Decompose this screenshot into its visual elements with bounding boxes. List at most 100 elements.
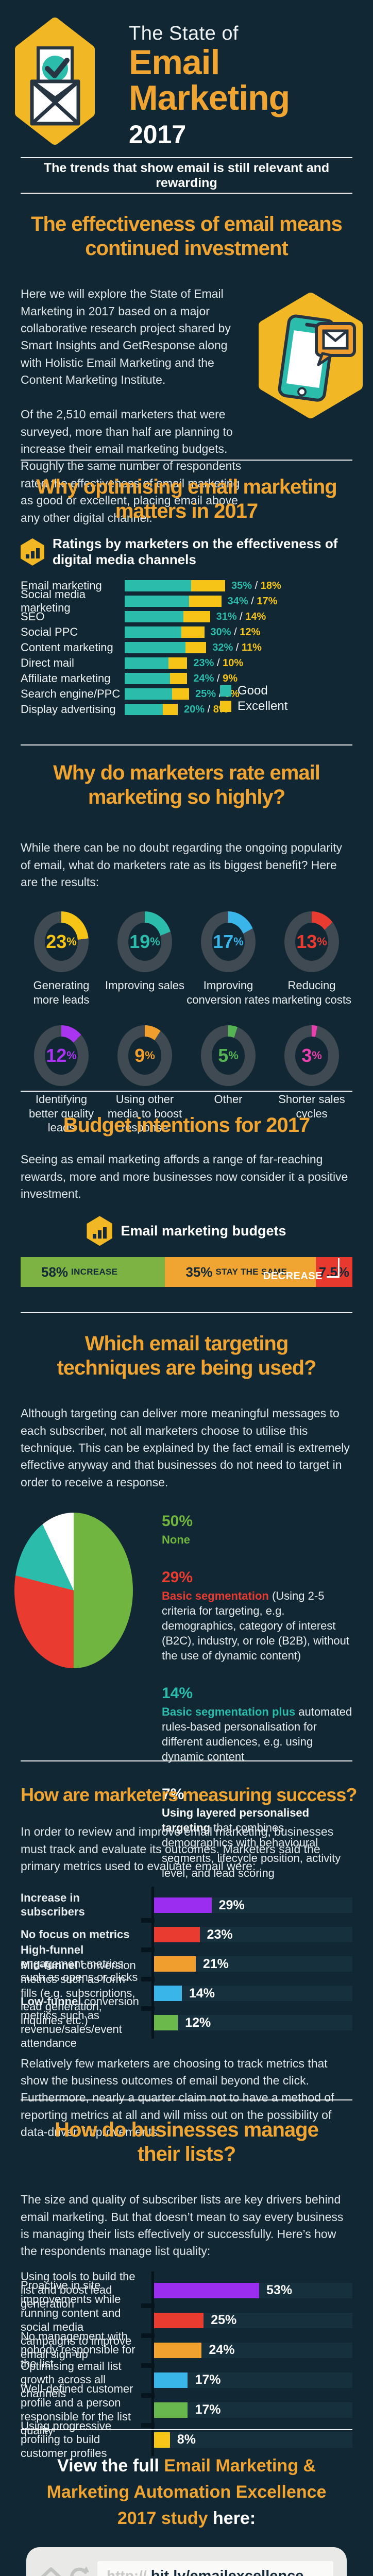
good-bar (125, 580, 191, 592)
chart-row-label: Mid-funnel conversion metrics such as fo… (21, 1958, 136, 2027)
ratings-row-values: 35% / 18% (231, 580, 281, 591)
ratings-row: Affiliate marketing 24% / 9% (21, 671, 352, 686)
donut-hole (128, 1037, 161, 1075)
chart-row-bar-zone: 29% (146, 1891, 352, 1920)
chart-row-label: No focus on metrics (21, 1927, 130, 1941)
budget-segment-pct: 35% (185, 1264, 213, 1280)
why-para: While there can be no doubt regarding th… (21, 841, 342, 889)
bar-track (154, 2015, 352, 2030)
success-footnote: Relatively few marketers are choosing to… (21, 2056, 334, 2139)
axis-tick (141, 1976, 155, 1981)
chart-row: Low-funnel conversion metrics such as re… (21, 1995, 352, 2049)
refresh-icon[interactable] (67, 2565, 90, 2576)
donut-value: 5% (218, 1045, 239, 1066)
section-heading: Why do marketers rate email marketing so… (53, 761, 320, 809)
ratings-row-values: 31% / 14% (216, 611, 266, 622)
donut-hole (212, 1037, 245, 1075)
ratings-row-bars (125, 704, 178, 716)
donut-label: Improving sales (105, 979, 185, 992)
chart-row-label: High-funnel engagement metrics such as o… (21, 1943, 138, 1984)
ratings-row-values: 24% / 9% (193, 672, 238, 684)
title-email: Email (129, 43, 220, 82)
bar (154, 2402, 188, 2418)
ratings-row-values: 30% / 12% (210, 626, 261, 638)
donut-label: Improving conversion rates (186, 979, 270, 1006)
ratings-legend: Good Excellent (220, 683, 287, 714)
ratings-row-bars (125, 642, 207, 654)
good-bar (125, 704, 163, 716)
excellent-bar (172, 688, 190, 700)
chart-row-bar-zone: 23% (146, 1920, 352, 1950)
phone-message-icon (253, 292, 368, 544)
ratings-row-label: Content marketing (21, 641, 113, 654)
pie-legend-item: 14% Basic segmentation plus automated rul… (162, 1685, 352, 1764)
ratings-row-label: Email marketing (21, 579, 102, 592)
bar-value: 14% (189, 1986, 215, 2001)
donut-label: Shorter sales cycles (278, 1093, 345, 1120)
legend-label: Excellent (238, 699, 288, 714)
browser-bar: http:// bit.ly/emailexcellence (26, 2547, 347, 2576)
budget-segment-pct: 58% (41, 1264, 69, 1280)
donut-value: 12% (46, 1045, 77, 1066)
chart-row-label: Increase in subscribers (21, 1891, 85, 1918)
pie-legend-pct: 50% (162, 1513, 193, 1530)
chart-row-label: Well-defined customer profile and a pers… (21, 2382, 133, 2437)
lists-para: The size and quality of subscriber lists… (21, 2193, 344, 2258)
bar-value: 12% (185, 2015, 211, 2030)
donut-chart: 19% (117, 911, 172, 973)
axis-tick (141, 1947, 155, 1952)
ratings-row-bars (125, 580, 226, 592)
header: The State of Email Marketing 2017 (0, 0, 373, 157)
axis-tick (141, 2422, 155, 2428)
legend-swatch (220, 701, 231, 713)
excellent-bar (168, 657, 188, 669)
section-lists: How do businesses manage their lists? Th… (0, 2100, 373, 2460)
excellent-bar (189, 596, 222, 607)
decrease-callout-line (338, 1258, 340, 1278)
chart-row-bar-zone: 53% (146, 2276, 352, 2306)
bar-value: 23% (207, 1927, 233, 1942)
ratings-row-label: SEO (21, 610, 45, 623)
title-prefix: The State of (129, 23, 239, 44)
url-input[interactable]: http:// bit.ly/emailexcellence (97, 2561, 333, 2576)
axis-tick (141, 1918, 155, 1923)
bar-value: 21% (202, 1956, 229, 1971)
chart-row: Proactive in site improvements while run… (21, 2279, 352, 2361)
cta-text: View the full Email Marketing & Marketin… (27, 2453, 346, 2532)
chart-row-bar-zone: 24% (146, 2335, 352, 2365)
home-icon[interactable] (40, 2565, 62, 2576)
lists-chart: Using tools to build the list and boost … (21, 2270, 352, 2460)
pie-legend-pct: 14% (162, 1685, 193, 1702)
decrease-label: DECREASE (263, 1270, 323, 1282)
good-bar (125, 657, 168, 669)
chart-row-bar-zone: 17% (146, 2395, 352, 2425)
ratings-row: Email marketing 35% / 18% (21, 578, 352, 594)
chart-row-label: Using tools to build the list and boost … (21, 2269, 135, 2311)
chart-row: Using tools to build the list and boost … (21, 2270, 352, 2310)
chart-row: Using progressive profiling to build cus… (21, 2419, 352, 2460)
section-heading: Why optimising email marketing matters i… (36, 476, 337, 523)
axis-tick (141, 2303, 155, 2308)
pie-legend-text: Basic segmentation (Using 2-5 criteria f… (162, 1589, 349, 1663)
section-heading: How are marketers measuring success? (21, 1784, 357, 1805)
pie-legend-text: None (162, 1533, 190, 1547)
targeting-pie-chart (14, 1513, 133, 1669)
donut-hole (128, 923, 161, 961)
bar-value: 17% (195, 2402, 221, 2417)
envelope-check-icon (14, 17, 95, 148)
bar-value: 29% (218, 1897, 245, 1912)
success-chart: Increase in subscribers 29% No focus on me… (21, 1886, 352, 2049)
donut-hole (45, 923, 78, 961)
donut-value: 23% (46, 931, 77, 953)
donut-cell: 23% Generating more leads (20, 911, 103, 1007)
chart-row: Mid-funnel conversion metrics such as fo… (21, 1959, 352, 2027)
bar (154, 1897, 212, 1913)
ratings-row-bars (125, 688, 190, 700)
budget-segment-label: STAY THE SAME (215, 1267, 287, 1277)
bar-track (154, 2432, 352, 2448)
pie-legend-item: 29% Basic segmentation (Using 2-5 criteri… (162, 1569, 352, 1663)
donut-cell: 9% Using other media to boost response (103, 1025, 186, 1135)
section-heading: The effectiveness of email means continu… (31, 213, 343, 260)
